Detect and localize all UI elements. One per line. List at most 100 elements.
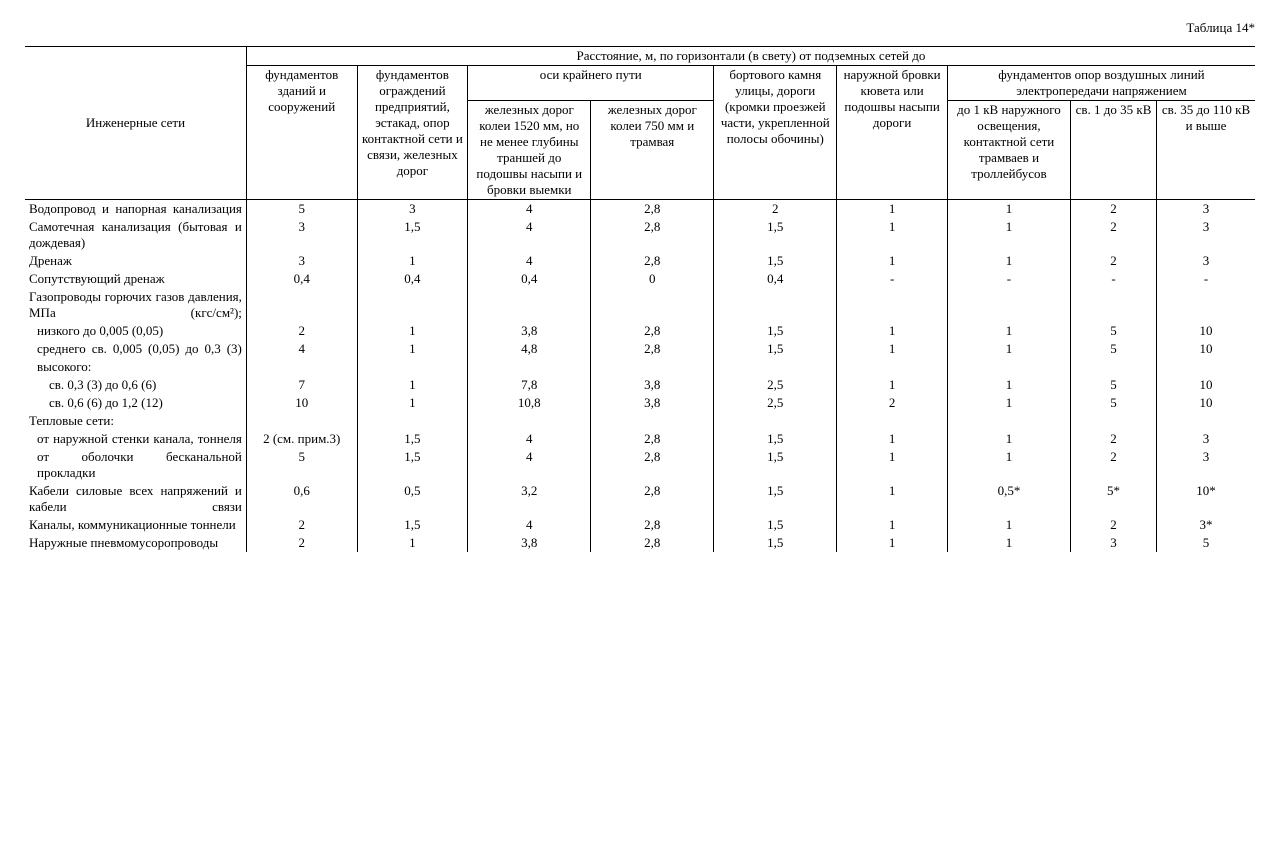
- cell: [1157, 358, 1255, 376]
- cell: 2,8: [591, 200, 714, 219]
- cell: 2,8: [591, 322, 714, 340]
- cell: 3: [1157, 430, 1255, 448]
- cell: 10: [1157, 394, 1255, 412]
- header-col5: бортового камня улицы, дороги (кромки пр…: [714, 66, 837, 200]
- cell: 1: [947, 376, 1070, 394]
- cell: -: [837, 270, 948, 288]
- cell: -: [1070, 270, 1156, 288]
- cell: 1: [837, 218, 948, 252]
- row-label: низкого до 0,005 (0,05): [25, 322, 246, 340]
- cell: 1: [947, 448, 1070, 482]
- header-col4: железных дорог колеи 750 мм и трамвая: [591, 101, 714, 200]
- cell: 0,4: [468, 270, 591, 288]
- cell: 1,5: [714, 252, 837, 270]
- header-row-label: Инженерные сети: [25, 47, 246, 200]
- cell: 4,8: [468, 340, 591, 358]
- cell: 1,5: [714, 430, 837, 448]
- row-label: Наружные пневмомусоропроводы: [25, 534, 246, 552]
- table-row: Каналы, коммуникационные тоннели21,542,8…: [25, 516, 1255, 534]
- cell: 2,8: [591, 252, 714, 270]
- row-label: Газопроводы горючих газов давления, МПа …: [25, 288, 246, 322]
- cell: 3: [246, 218, 357, 252]
- cell: 3: [1157, 448, 1255, 482]
- cell: 2: [1070, 218, 1156, 252]
- cell: 1: [837, 376, 948, 394]
- header-found-group: фундаментов опор воздушных линий электро…: [947, 66, 1255, 101]
- cell: 4: [468, 448, 591, 482]
- cell: [591, 288, 714, 322]
- cell: 2,8: [591, 218, 714, 252]
- cell: 2,8: [591, 516, 714, 534]
- cell: 2,8: [591, 482, 714, 516]
- table-row: Наружные пневмомусоропроводы213,82,81,51…: [25, 534, 1255, 552]
- table-row: от оболочки бесканальной прокладки51,542…: [25, 448, 1255, 482]
- cell: 1,5: [714, 218, 837, 252]
- cell: [837, 288, 948, 322]
- cell: 1: [837, 340, 948, 358]
- cell: 0,4: [357, 270, 468, 288]
- cell: 3: [1157, 252, 1255, 270]
- row-label: св. 0,6 (6) до 1,2 (12): [25, 394, 246, 412]
- row-label: Дренаж: [25, 252, 246, 270]
- row-label: от оболочки бесканальной прокладки: [25, 448, 246, 482]
- cell: 1: [837, 252, 948, 270]
- cell: [947, 412, 1070, 430]
- cell: 0,4: [714, 270, 837, 288]
- cell: 2,8: [591, 340, 714, 358]
- cell: [468, 288, 591, 322]
- cell: 1,5: [714, 482, 837, 516]
- cell: 1: [357, 376, 468, 394]
- cell: 7: [246, 376, 357, 394]
- cell: 3,8: [468, 534, 591, 552]
- header-col3: железных дорог колеи 1520 мм, но не мене…: [468, 101, 591, 200]
- cell: [357, 288, 468, 322]
- cell: 1: [947, 252, 1070, 270]
- cell: [246, 288, 357, 322]
- cell: 10: [246, 394, 357, 412]
- cell: [714, 358, 837, 376]
- cell: 5: [1070, 340, 1156, 358]
- cell: [1070, 288, 1156, 322]
- cell: 0,5: [357, 482, 468, 516]
- table-row: низкого до 0,005 (0,05)213,82,81,511510: [25, 322, 1255, 340]
- cell: 2: [1070, 200, 1156, 219]
- cell: 1: [837, 322, 948, 340]
- cell: 1,5: [714, 534, 837, 552]
- cell: 2: [246, 322, 357, 340]
- cell: 0,4: [246, 270, 357, 288]
- cell: 10*: [1157, 482, 1255, 516]
- cell: 3: [1157, 200, 1255, 219]
- cell: 5: [246, 448, 357, 482]
- row-label: Кабели силовые всех напряжений и кабели …: [25, 482, 246, 516]
- cell: [714, 288, 837, 322]
- cell: 2: [837, 394, 948, 412]
- cell: 2: [1070, 430, 1156, 448]
- table-row: Сопутствующий дренаж0,40,40,400,4----: [25, 270, 1255, 288]
- cell: 4: [246, 340, 357, 358]
- cell: 4: [468, 430, 591, 448]
- table-row: от наружной стенки канала, тоннеля2 (см.…: [25, 430, 1255, 448]
- cell: 1: [947, 430, 1070, 448]
- header-col8: св. 1 до 35 кВ: [1070, 101, 1156, 200]
- cell: 4: [468, 200, 591, 219]
- cell: 3,2: [468, 482, 591, 516]
- cell: 1: [947, 218, 1070, 252]
- cell: 1: [357, 322, 468, 340]
- table-row: Газопроводы горючих газов давления, МПа …: [25, 288, 1255, 322]
- row-label: высокого:: [25, 358, 246, 376]
- cell: 5: [1070, 376, 1156, 394]
- cell: 7,8: [468, 376, 591, 394]
- header-col6: наружной бровки кювета или подошвы насып…: [837, 66, 948, 200]
- cell: 3: [1157, 218, 1255, 252]
- cell: 1: [837, 534, 948, 552]
- cell: 5: [246, 200, 357, 219]
- cell: 2,8: [591, 430, 714, 448]
- cell: [947, 358, 1070, 376]
- row-label: Водопровод и напорная канализация: [25, 200, 246, 219]
- header-col2: фундаментов ограждений предприятий, эста…: [357, 66, 468, 200]
- table-row: среднего св. 0,005 (0,05) до 0,3 (3)414,…: [25, 340, 1255, 358]
- cell: 2: [714, 200, 837, 219]
- table-row: Кабели силовые всех напряжений и кабели …: [25, 482, 1255, 516]
- row-label: Сопутствующий дренаж: [25, 270, 246, 288]
- cell: [357, 412, 468, 430]
